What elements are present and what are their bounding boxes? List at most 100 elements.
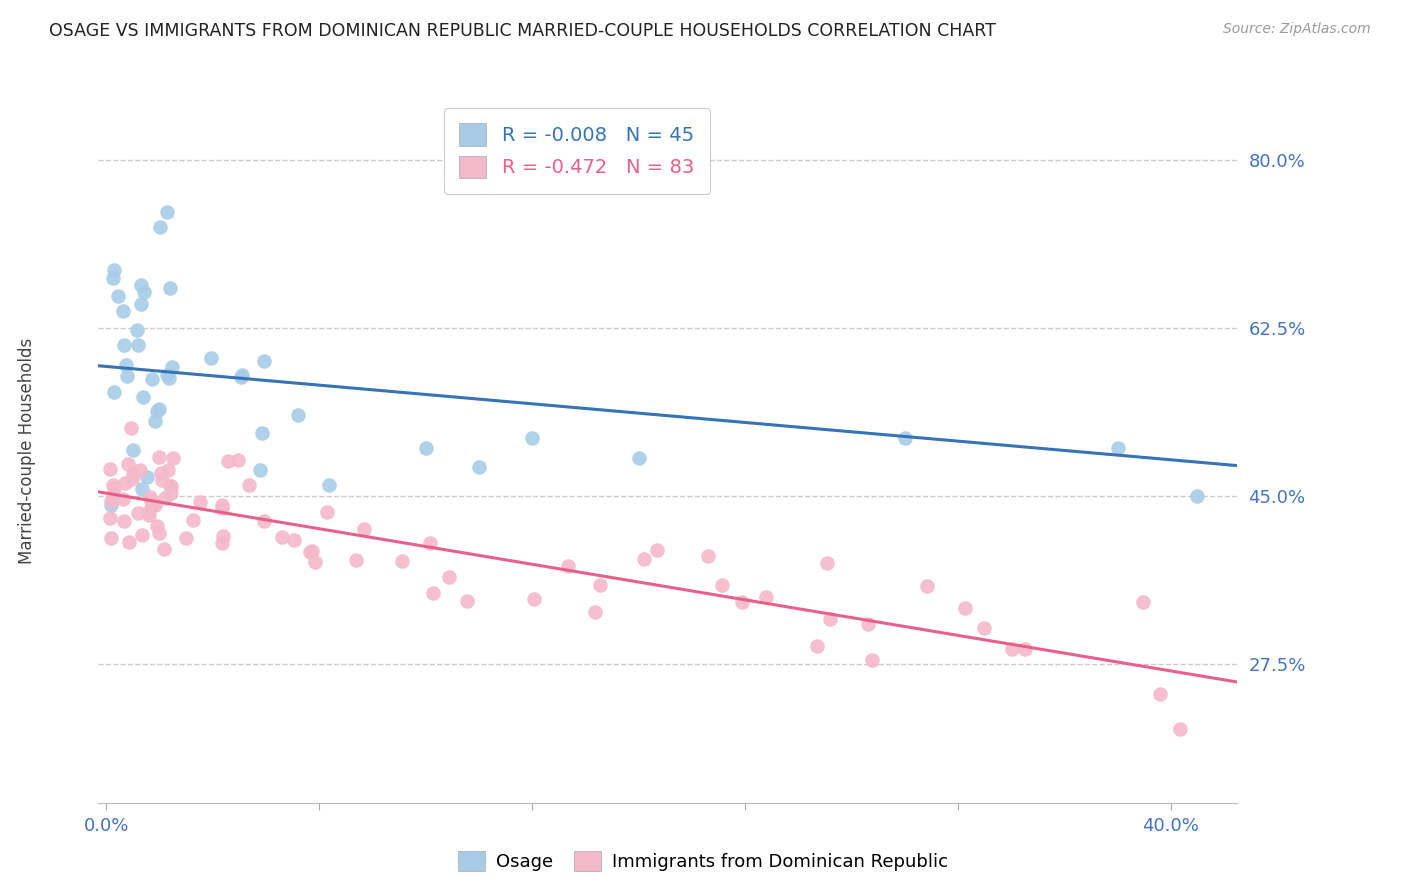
- Point: [523, 592, 546, 607]
- Point: [136, 470, 159, 484]
- Point: [1168, 723, 1191, 737]
- Point: [148, 450, 170, 465]
- Point: [731, 595, 754, 609]
- Point: [249, 462, 271, 476]
- Point: [128, 463, 150, 477]
- Point: [181, 513, 204, 527]
- Point: [127, 506, 149, 520]
- Point: [111, 491, 134, 506]
- Point: [419, 535, 441, 549]
- Point: [100, 494, 122, 508]
- Point: [129, 297, 152, 311]
- Point: [238, 478, 260, 492]
- Point: [915, 579, 938, 593]
- Point: [131, 483, 153, 497]
- Point: [253, 353, 276, 368]
- Point: [100, 498, 122, 512]
- Point: [316, 505, 339, 519]
- Point: [98, 461, 121, 475]
- Point: [422, 586, 444, 600]
- Point: [156, 368, 179, 382]
- Point: [1001, 641, 1024, 656]
- Point: [103, 481, 125, 495]
- Point: [156, 463, 179, 477]
- Point: [100, 531, 122, 545]
- Point: [283, 533, 305, 547]
- Point: [143, 414, 166, 428]
- Point: [159, 479, 181, 493]
- Point: [129, 277, 152, 292]
- Point: [136, 505, 159, 519]
- Point: [111, 304, 134, 318]
- Point: [856, 617, 879, 632]
- Point: [132, 285, 155, 299]
- Point: [139, 490, 162, 504]
- Point: [1107, 441, 1129, 455]
- Point: [437, 570, 460, 584]
- Point: [468, 460, 491, 475]
- Point: [1187, 489, 1209, 503]
- Point: [117, 369, 139, 384]
- Point: [557, 558, 579, 573]
- Point: [229, 369, 252, 384]
- Point: [141, 372, 163, 386]
- Point: [148, 526, 170, 541]
- Point: [156, 205, 179, 219]
- Point: [101, 477, 124, 491]
- Point: [118, 535, 141, 549]
- Point: [415, 441, 437, 455]
- Point: [1149, 687, 1171, 701]
- Point: [117, 457, 139, 471]
- Point: [353, 522, 375, 536]
- Point: [132, 390, 155, 404]
- Point: [860, 653, 883, 667]
- Point: [131, 528, 153, 542]
- Point: [231, 368, 253, 383]
- Point: [160, 359, 183, 374]
- Text: OSAGE VS IMMIGRANTS FROM DOMINICAN REPUBLIC MARRIED-COUPLE HOUSEHOLDS CORRELATIO: OSAGE VS IMMIGRANTS FROM DOMINICAN REPUB…: [49, 22, 995, 40]
- Point: [304, 556, 326, 570]
- Point: [143, 498, 166, 512]
- Point: [391, 554, 413, 568]
- Legend: Osage, Immigrants from Dominican Republic: Osage, Immigrants from Dominican Republi…: [450, 844, 956, 879]
- Point: [318, 478, 340, 492]
- Point: [301, 544, 323, 558]
- Point: [815, 556, 838, 570]
- Point: [893, 432, 915, 446]
- Point: [973, 621, 995, 635]
- Text: Source: ZipAtlas.com: Source: ZipAtlas.com: [1223, 22, 1371, 37]
- Y-axis label: Married-couple Households: Married-couple Households: [18, 337, 37, 564]
- Point: [176, 532, 198, 546]
- Point: [1014, 641, 1036, 656]
- Point: [806, 639, 828, 653]
- Point: [755, 590, 778, 604]
- Point: [98, 511, 121, 525]
- Point: [120, 421, 142, 435]
- Point: [149, 466, 172, 480]
- Point: [456, 594, 478, 608]
- Point: [103, 271, 125, 285]
- Point: [127, 338, 149, 352]
- Point: [520, 432, 543, 446]
- Point: [122, 467, 145, 482]
- Point: [157, 371, 180, 385]
- Point: [150, 473, 173, 487]
- Point: [159, 479, 181, 493]
- Point: [103, 384, 125, 399]
- Point: [115, 358, 138, 372]
- Point: [710, 577, 733, 591]
- Point: [138, 508, 160, 522]
- Point: [149, 220, 172, 235]
- Point: [153, 491, 176, 505]
- Point: [139, 494, 162, 508]
- Point: [160, 486, 183, 500]
- Point: [125, 323, 148, 337]
- Point: [217, 454, 239, 468]
- Point: [250, 426, 273, 441]
- Point: [253, 514, 276, 528]
- Point: [103, 262, 125, 277]
- Point: [212, 529, 235, 543]
- Point: [211, 500, 233, 515]
- Point: [696, 549, 718, 564]
- Point: [145, 519, 167, 533]
